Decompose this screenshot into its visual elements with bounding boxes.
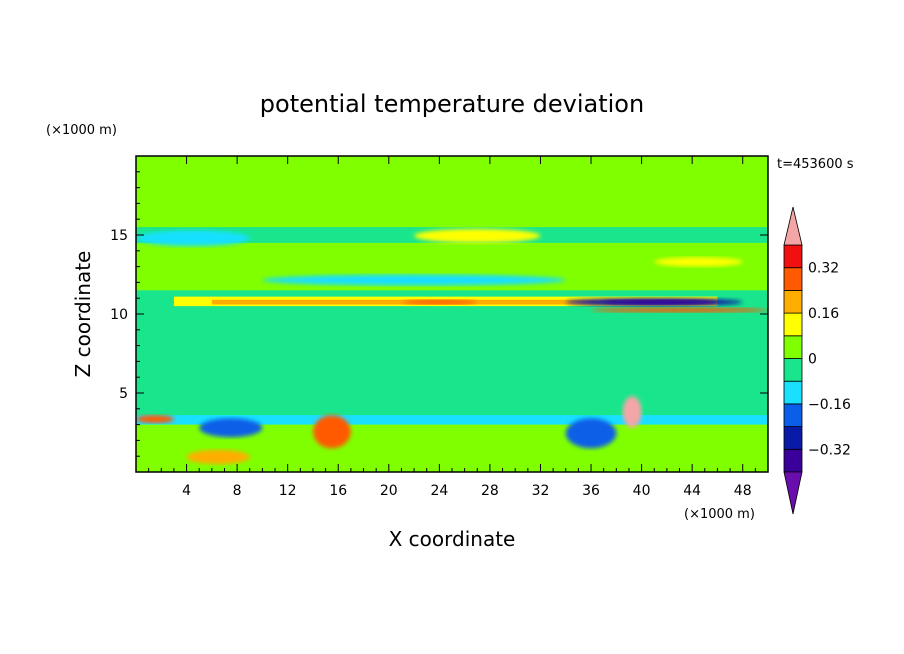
colorbar-segment [783, 244, 803, 269]
y-tick-label: 10 [110, 307, 128, 323]
colorbar: 0.32 0.16 0 −0.16 −0.32 [783, 206, 851, 515]
contour-region-16 [199, 418, 263, 438]
colorbar-label: 0.16 [808, 306, 839, 322]
colorbar-label: 0.32 [808, 261, 839, 277]
y-unit-label: (×1000 m) [46, 123, 117, 138]
colorbar-segment [783, 267, 803, 291]
x-tick-label: 36 [582, 483, 600, 499]
colorbar-label: −0.32 [808, 442, 851, 458]
colorbar-segment [783, 426, 803, 450]
contour-region-10 [136, 230, 250, 247]
x-tick-label: 44 [683, 483, 701, 499]
colorbar-segment [783, 289, 803, 314]
contour-region-19 [622, 396, 642, 428]
x-tick-label: 16 [329, 483, 347, 499]
colorbar-segment [783, 312, 803, 337]
colorbar-label: 0 [808, 352, 817, 368]
colorbar-arrow-bottom [783, 471, 803, 515]
x-tick-label: 40 [633, 483, 651, 499]
colorbar-segment [783, 380, 803, 405]
chart-title: potential temperature deviation [260, 90, 644, 118]
y-tick-label: 5 [119, 386, 128, 402]
x-tick-label: 48 [734, 483, 752, 499]
colorbar-segment [783, 358, 803, 382]
x-unit-label: (×1000 m) [684, 507, 755, 522]
contour-region-20 [136, 415, 174, 424]
colorbar-segment [783, 335, 803, 359]
contour-region-9 [262, 274, 566, 286]
x-tick-label: 20 [380, 483, 398, 499]
contour-region-8 [591, 307, 768, 313]
x-tick-label: 24 [430, 483, 448, 499]
contour-region-14 [136, 415, 768, 425]
contour-region-12 [654, 257, 743, 267]
contour-region-11 [414, 228, 541, 243]
colorbar-label: −0.16 [808, 397, 851, 413]
x-tick-label: 28 [481, 483, 499, 499]
x-tick-label: 4 [182, 483, 191, 499]
x-axis: 4 8 12 16 20 24 28 32 36 40 44 48 [148, 156, 756, 499]
y-axis: 5 10 15 [110, 171, 768, 457]
contour-region-17 [186, 449, 250, 465]
contour-region-15 [565, 418, 617, 449]
y-tick-label: 15 [110, 228, 128, 244]
colorbar-arrow-top [783, 206, 803, 246]
colorbar-segment [783, 448, 803, 473]
x-tick-label: 12 [279, 483, 297, 499]
x-tick-label: 32 [532, 483, 550, 499]
contour-region-1 [136, 156, 768, 228]
contour-region-7 [603, 299, 718, 305]
contour-region-18 [312, 415, 351, 449]
colorbar-segment [783, 403, 803, 427]
contour-region-5 [401, 299, 478, 305]
y-axis-title: Z coordinate [71, 251, 95, 378]
x-tick-label: 8 [233, 483, 242, 499]
contour-field [136, 156, 768, 472]
time-label: t=453600 s [777, 157, 854, 172]
x-axis-title: X coordinate [389, 527, 516, 551]
